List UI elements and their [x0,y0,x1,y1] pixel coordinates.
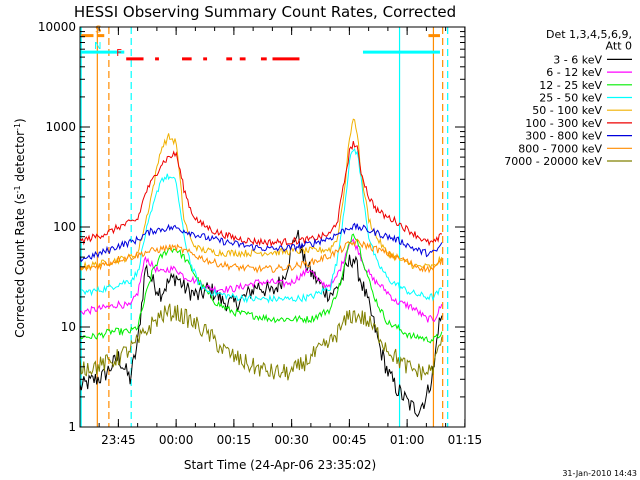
y-tick-label-4: 10000 [38,20,76,34]
legend-label-8: 7000 - 20000 keV [504,155,602,168]
y-tick-label-1: 10 [61,320,76,334]
x-tick-label-0: 23:45 [101,433,136,447]
series-line-4 [80,118,443,271]
y-axis-label-main: Corrected Count Rate (s [13,193,27,337]
series-line-3 [80,147,443,304]
band-label-S: S [95,25,101,36]
x-tick-label-3: 00:30 [274,433,309,447]
x-tick-label-1: 00:00 [159,433,194,447]
x-axis: 23:45 00:00 00:15 00:30 00:45 01:00 01:15 [98,27,483,447]
x-tick-label-4: 00:45 [332,433,367,447]
chart-title: HESSI Observing Summary Count Rates, Cor… [74,3,456,21]
series-line-6 [80,222,443,263]
series-line-1 [80,238,443,323]
legend-label-7: 800 - 7000 keV [518,142,602,155]
legend-label-2: 12 - 25 keV [539,79,602,92]
y-tick-label-0: 1 [68,420,76,434]
series-line-5 [80,140,443,248]
y-axis-label-mid: detector [13,131,27,186]
band-label-N: N [94,41,101,52]
series-line-7 [80,238,443,274]
y-tick-label-2: 100 [53,220,76,234]
legend-header-1: Att 0 [606,40,632,53]
legend-label-0: 3 - 6 keV [553,53,602,66]
series-line-2 [80,233,443,344]
legend-label-6: 300 - 800 keV [525,130,602,143]
timestamp: 31-Jan-2010 14:43 [562,469,637,478]
legend-label-3: 25 - 50 keV [539,92,602,105]
legend-label-1: 6 - 12 keV [546,66,602,79]
legend-label-5: 100 - 300 keV [525,117,602,130]
y-axis-label-sup2: -1 [13,123,22,131]
band-label-F: F [116,48,122,59]
y-axis-label: Corrected Count Rate (s-1 detector-1) [13,118,27,337]
series-line-8 [80,303,443,381]
legend-label-4: 50 - 100 keV [532,104,602,117]
series-lines [80,118,443,418]
x-tick-label-5: 01:00 [390,433,425,447]
y-axis-label-sup1: -1 [13,185,22,193]
y-axis-label-end: ) [13,118,27,123]
x-axis-label: Start Time (24-Apr-06 23:35:02) [184,458,376,472]
y-axis: 1 10 100 1000 10000 [38,20,465,434]
x-tick-label-2: 00:15 [217,433,252,447]
legend-header-0: Det 1,3,4,5,6,9, [546,28,632,41]
vertical-markers [80,27,449,427]
y-tick-label-3: 1000 [45,120,76,134]
series-line-0 [80,229,443,418]
indicator-bands: SN F [80,25,440,61]
x-tick-label-6: 01:15 [448,433,483,447]
